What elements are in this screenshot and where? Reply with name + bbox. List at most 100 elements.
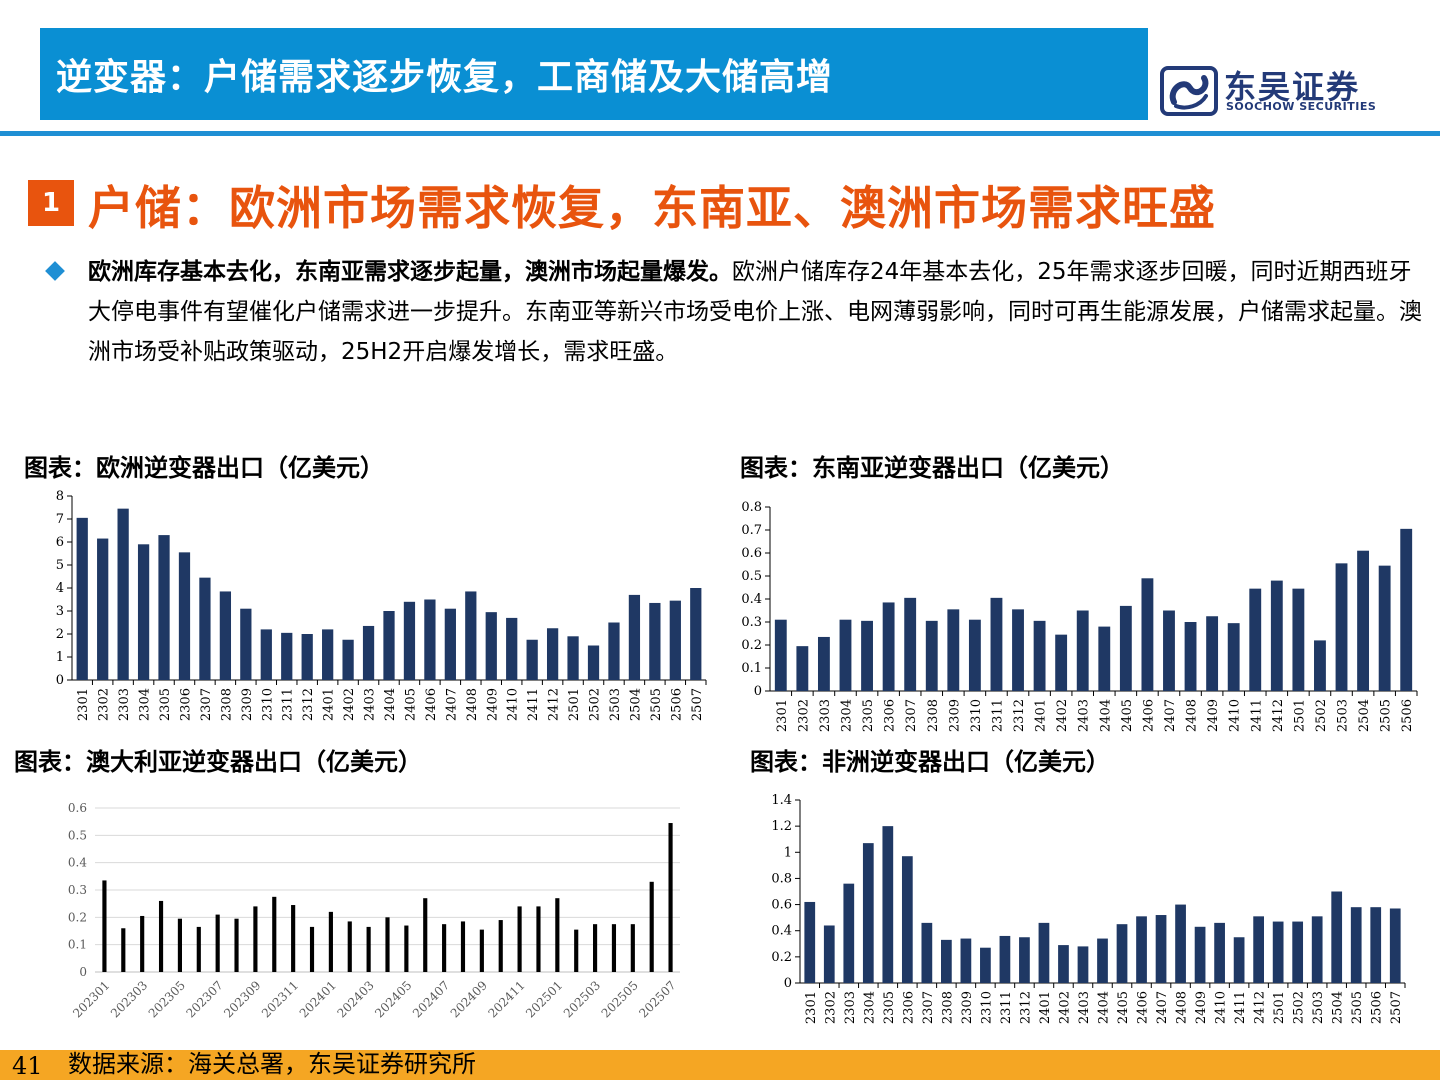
bar-2409	[1194, 926, 1206, 983]
africa-inverter-export-chart: 0 0.2 0.4 0.6 0.8 1 1.2 1.4 2301 2302 2303 2304 2305…	[771, 793, 1406, 1024]
bar-2507	[690, 588, 702, 680]
bar-202410	[498, 920, 503, 972]
bar-2404	[1098, 626, 1111, 691]
bar-2407	[444, 608, 456, 680]
bar-202502	[574, 929, 579, 972]
x-tick-label: 2307	[199, 688, 214, 721]
x-tick-label: 2412	[547, 688, 562, 721]
bar-202301	[102, 880, 107, 972]
y-tick-label: 1.2	[771, 819, 792, 834]
bar-202507	[668, 823, 673, 972]
bar-2308	[941, 939, 952, 983]
bar-202311	[291, 905, 296, 972]
x-tick-label: 2307	[904, 699, 919, 732]
y-tick-label: 0.8	[741, 500, 762, 515]
bar-2409	[485, 612, 497, 680]
bar-202307	[215, 914, 220, 972]
bar-2302	[796, 646, 809, 691]
bar-2411	[1249, 588, 1262, 691]
bar-2507	[1389, 908, 1401, 983]
x-tick-label: 2506	[669, 688, 684, 721]
x-tick-label: 2306	[901, 991, 916, 1024]
bar-2312	[1012, 609, 1024, 691]
bar-2412	[1270, 580, 1283, 691]
bar-2406	[1136, 916, 1147, 983]
bar-2402	[1058, 945, 1069, 983]
x-tick-label: 2407	[444, 688, 459, 721]
x-tick-label: 2503	[1311, 991, 1326, 1024]
summary-bold: 欧洲库存基本去化，东南亚需求逐步起量，澳洲市场起量爆发。	[88, 259, 732, 285]
x-tick-label: 2410	[1228, 699, 1243, 732]
y-tick-label: 0	[784, 976, 792, 991]
bar-2311	[990, 597, 1003, 691]
x-tick-label: 202503	[561, 978, 603, 1020]
sea-inverter-export-chart: 0 0.1 0.2 0.3 0.4 0.5 0.6 0.7 0.8 2301 2302 2303 230…	[741, 500, 1418, 732]
x-tick-label: 2507	[1389, 991, 1404, 1024]
bar-2307	[921, 922, 933, 983]
y-tick-label: 4	[56, 581, 64, 596]
bar-2301	[76, 517, 88, 680]
y-tick-label: 0.6	[68, 801, 87, 815]
x-tick-label: 2501	[567, 688, 582, 721]
x-tick-label: 2304	[138, 688, 153, 721]
bar-2410	[506, 617, 518, 680]
bar-2506	[1400, 528, 1413, 691]
bar-2305	[861, 620, 873, 691]
bar-202409	[479, 929, 484, 972]
bar-202404	[385, 917, 390, 972]
bar-2303	[843, 883, 855, 983]
x-tick-label: 2304	[839, 699, 854, 732]
bar-202504	[611, 924, 617, 972]
y-tick-label: 0.2	[741, 638, 762, 653]
x-tick-label: 2409	[1206, 699, 1221, 732]
europe-inverter-export-chart: 0 1 2 3 4 5 6 7 8 2301 2302 2303 2304 2305 2306 2307 230…	[56, 489, 707, 721]
bar-202407	[442, 924, 447, 972]
bar-2506	[669, 600, 681, 680]
y-tick-label: 0.6	[741, 546, 762, 561]
x-tick-label: 2302	[823, 991, 838, 1024]
x-tick-label: 2304	[862, 991, 877, 1024]
x-tick-label: 202411	[485, 978, 527, 1020]
x-tick-label: 2404	[1097, 991, 1112, 1024]
bar-2504	[1331, 891, 1343, 983]
x-tick-label: 202401	[297, 978, 339, 1020]
x-tick-label: 2401	[322, 688, 337, 721]
y-tick-label: 0.1	[68, 938, 87, 952]
x-tick-label: 2410	[506, 688, 521, 721]
x-tick-label: 2310	[969, 699, 984, 732]
chart-title-africa: 图表：非洲逆变器出口（亿美元）	[750, 748, 1110, 776]
bar-2302	[823, 925, 835, 983]
x-tick-label: 2308	[926, 699, 941, 732]
y-tick-label: 0.8	[771, 871, 792, 886]
bar-2501	[1292, 588, 1305, 691]
bar-2411	[526, 639, 538, 680]
y-tick-label: 0.5	[68, 828, 87, 842]
x-tick-label: 2504	[628, 688, 643, 721]
y-tick-label: 0.2	[771, 950, 792, 965]
bar-2307	[904, 597, 917, 691]
x-tick-label: 2402	[1057, 991, 1072, 1024]
summary-paragraph: 欧洲库存基本去化，东南亚需求逐步起量，澳洲市场起量爆发。欧洲户储库存24年基本去…	[88, 252, 1433, 372]
bar-202308	[234, 918, 239, 972]
x-tick-label: 2406	[1136, 991, 1151, 1024]
x-tick-label: 2308	[219, 688, 234, 721]
y-tick-label: 0.5	[741, 569, 762, 584]
bar-2405	[403, 601, 416, 680]
y-tick-label: 0	[79, 965, 87, 979]
chart-title-sea: 图表：东南亚逆变器出口（亿美元）	[740, 454, 1124, 482]
x-tick-label: 202301	[70, 978, 112, 1020]
x-tick-label: 2502	[588, 688, 603, 721]
logo-name-cn: 东吴证券	[1224, 68, 1361, 106]
x-tick-label: 2405	[403, 688, 418, 721]
x-tick-label: 2301	[804, 991, 819, 1024]
bar-2412	[1253, 916, 1264, 983]
bar-202304	[158, 900, 164, 972]
bar-2402	[342, 639, 354, 680]
bar-2505	[1378, 565, 1391, 691]
y-tick-label: 1	[56, 650, 64, 665]
australia-inverter-export-chart: 00.10.20.30.40.50.6202301202303202305202…	[68, 801, 680, 1021]
x-tick-label: 202403	[334, 978, 376, 1020]
bar-2306	[882, 602, 895, 691]
x-tick-label: 2402	[1055, 699, 1070, 732]
bar-202306	[196, 926, 201, 972]
